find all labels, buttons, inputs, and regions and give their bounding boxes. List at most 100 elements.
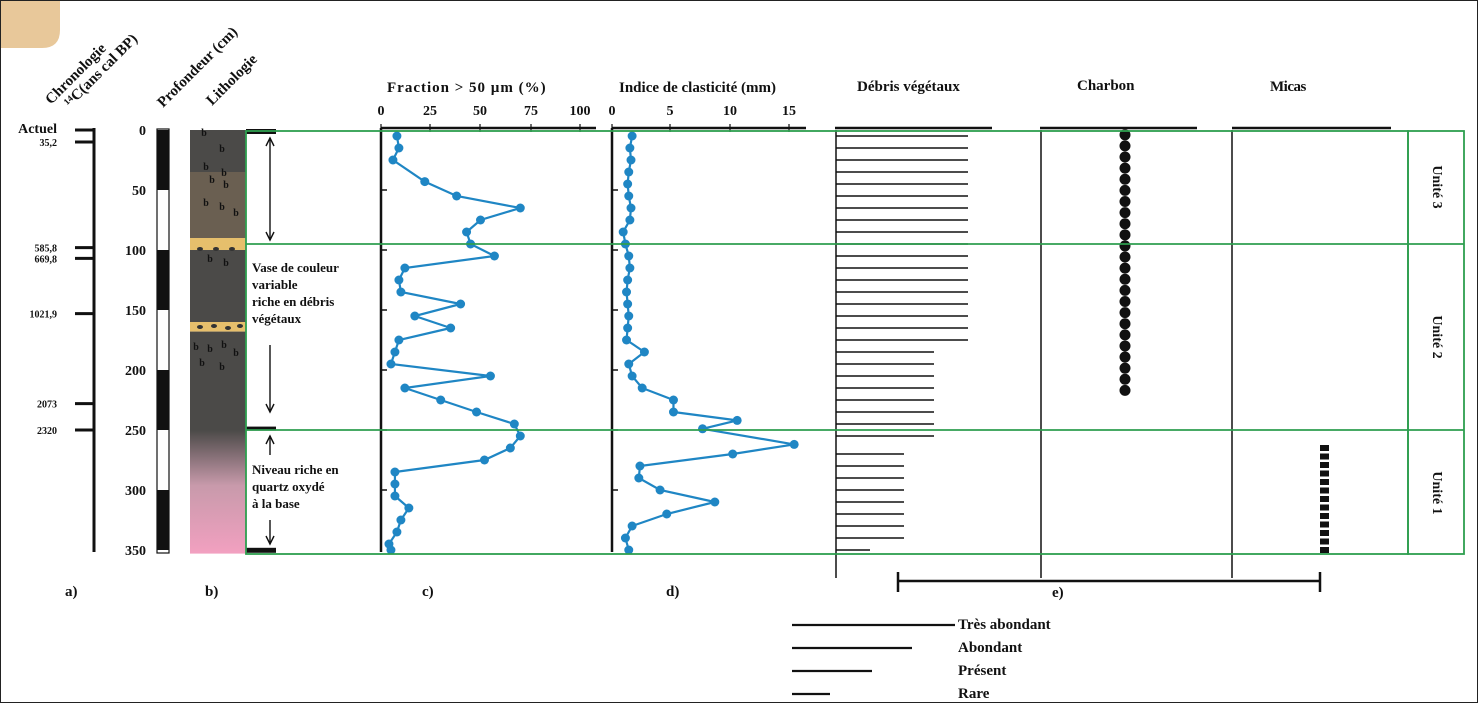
lithology-note: végétaux <box>252 311 302 326</box>
clasticity-data-point <box>620 533 630 543</box>
plant-debris-symbol: b <box>207 344 213 355</box>
clasticity-x-tick-label: 0 <box>609 104 616 119</box>
mud-layer <box>190 130 246 172</box>
lithology-note: Niveau riche en <box>252 462 339 477</box>
mica-mark <box>1320 479 1329 485</box>
plant-debris-symbol: b <box>233 348 239 359</box>
depth-tick-label: 100 <box>125 244 146 259</box>
clasticity-data-point <box>624 251 634 261</box>
clasticity-data-point <box>635 461 645 471</box>
clasticity-data-point <box>662 509 672 519</box>
header-clasticite: Indice de clasticité (mm) <box>619 80 776 96</box>
mud-layer <box>190 250 246 322</box>
charcoal-mark <box>1119 351 1131 363</box>
clasticity-data-point <box>625 215 635 225</box>
charcoal-mark <box>1119 318 1131 330</box>
clasticity-data-point <box>655 485 665 495</box>
clasticity-data-point <box>668 395 678 405</box>
charcoal-mark <box>1119 173 1131 185</box>
clasticity-data-point <box>624 167 634 177</box>
charcoal-mark <box>1119 384 1131 396</box>
panel-label-a: a) <box>65 584 78 600</box>
clasticity-data-point <box>622 287 632 297</box>
units-label-frame <box>1407 130 1465 555</box>
sand-grain-symbol <box>213 247 219 251</box>
fraction-data-point <box>400 383 410 393</box>
fraction-data-point <box>396 515 406 525</box>
mica-mark <box>1320 496 1329 502</box>
chronology-label: 2320 <box>37 426 57 437</box>
units-group: Unité 3 Unité 2 Unité 1 <box>245 130 1465 555</box>
charcoal-mark <box>1119 284 1131 296</box>
depth-tick-label: 150 <box>125 304 146 319</box>
charcoal-mark <box>1119 207 1131 219</box>
organic-mud-layer <box>190 172 246 238</box>
clasticity-data-point <box>710 497 720 507</box>
clasticity-data-point <box>624 359 634 369</box>
charcoal-mark <box>1119 218 1131 230</box>
plant-debris-symbol: b <box>221 168 227 179</box>
depth-tick-label: 200 <box>125 364 146 379</box>
clasticity-data-point <box>728 449 738 459</box>
charcoal-mark <box>1119 151 1131 163</box>
clasticity-data-point <box>624 545 634 555</box>
fraction-data-point <box>420 177 430 187</box>
chronology-label: 1021,9 <box>30 310 58 321</box>
clasticity-data-point <box>623 299 633 309</box>
charcoal-mark <box>1119 229 1131 241</box>
plant-debris-symbol: b <box>223 258 229 269</box>
unit1-extent-arrow-head <box>265 434 275 445</box>
mica-mark <box>1320 530 1329 536</box>
fraction-data-point <box>390 347 400 357</box>
fraction-data-point <box>515 203 525 213</box>
charcoal-mark <box>1119 251 1131 263</box>
plant-debris-symbol: b <box>201 128 207 139</box>
clasticity-data-point <box>624 311 634 321</box>
plant-debris-symbol: b <box>203 162 209 173</box>
unit-label: Unité 1 <box>1429 471 1444 514</box>
panel-label-d: d) <box>666 584 679 600</box>
plots-group <box>384 129 1329 555</box>
legend: Très abondant Abondant Présent Rare <box>792 617 1051 702</box>
unit3-extent-arrow-head <box>265 136 275 147</box>
mica-mark <box>1320 513 1329 519</box>
plant-debris-symbol: b <box>219 144 225 155</box>
clasticity-data-point <box>625 143 635 153</box>
depth-tick-label: 250 <box>125 424 146 439</box>
depth-tick-label: 0 <box>139 124 146 139</box>
legend-label: Présent <box>958 663 1006 679</box>
clasticity-x-tick-label: 5 <box>667 104 674 119</box>
unit-label: Unité 2 <box>1429 315 1444 358</box>
fraction-data-point <box>386 359 396 369</box>
clasticity-data-point <box>668 407 678 417</box>
depth-tick-label: 350 <box>125 544 146 559</box>
lithology-note: riche en débris <box>252 294 334 309</box>
chronology-label: 669,8 <box>35 254 58 265</box>
charcoal-mark <box>1119 329 1131 341</box>
clasticity-data-point <box>627 371 637 381</box>
clasticity-x-tick-label: 15 <box>782 104 796 119</box>
lithology-note: Vase de couleur <box>252 260 339 275</box>
mica-mark <box>1320 547 1329 553</box>
clasticity-data-point <box>626 155 636 165</box>
header-debris: Débris végétaux <box>857 79 960 95</box>
panel-label-c: c) <box>422 584 434 600</box>
sand-layer <box>190 322 246 332</box>
clasticity-data-point <box>623 275 633 285</box>
plant-debris-symbol: b <box>207 254 213 265</box>
fraction-x-tick-label: 50 <box>473 104 487 119</box>
fraction-data-point <box>489 251 499 261</box>
panel-label-e: e) <box>1052 585 1064 601</box>
fraction-data-point <box>390 491 400 501</box>
charcoal-mark <box>1119 340 1131 352</box>
mica-mark <box>1320 521 1329 528</box>
depth-scale-bar <box>156 128 170 554</box>
clasticity-data-point <box>624 191 634 201</box>
sand-grain-symbol <box>197 325 203 329</box>
plant-debris-symbol: b <box>199 358 205 369</box>
sand-grain-symbol <box>225 326 231 330</box>
clasticity-data-point <box>634 473 644 483</box>
plant-debris-symbol: b <box>223 180 229 191</box>
legend-label: Abondant <box>958 640 1022 656</box>
mica-mark <box>1320 538 1329 545</box>
